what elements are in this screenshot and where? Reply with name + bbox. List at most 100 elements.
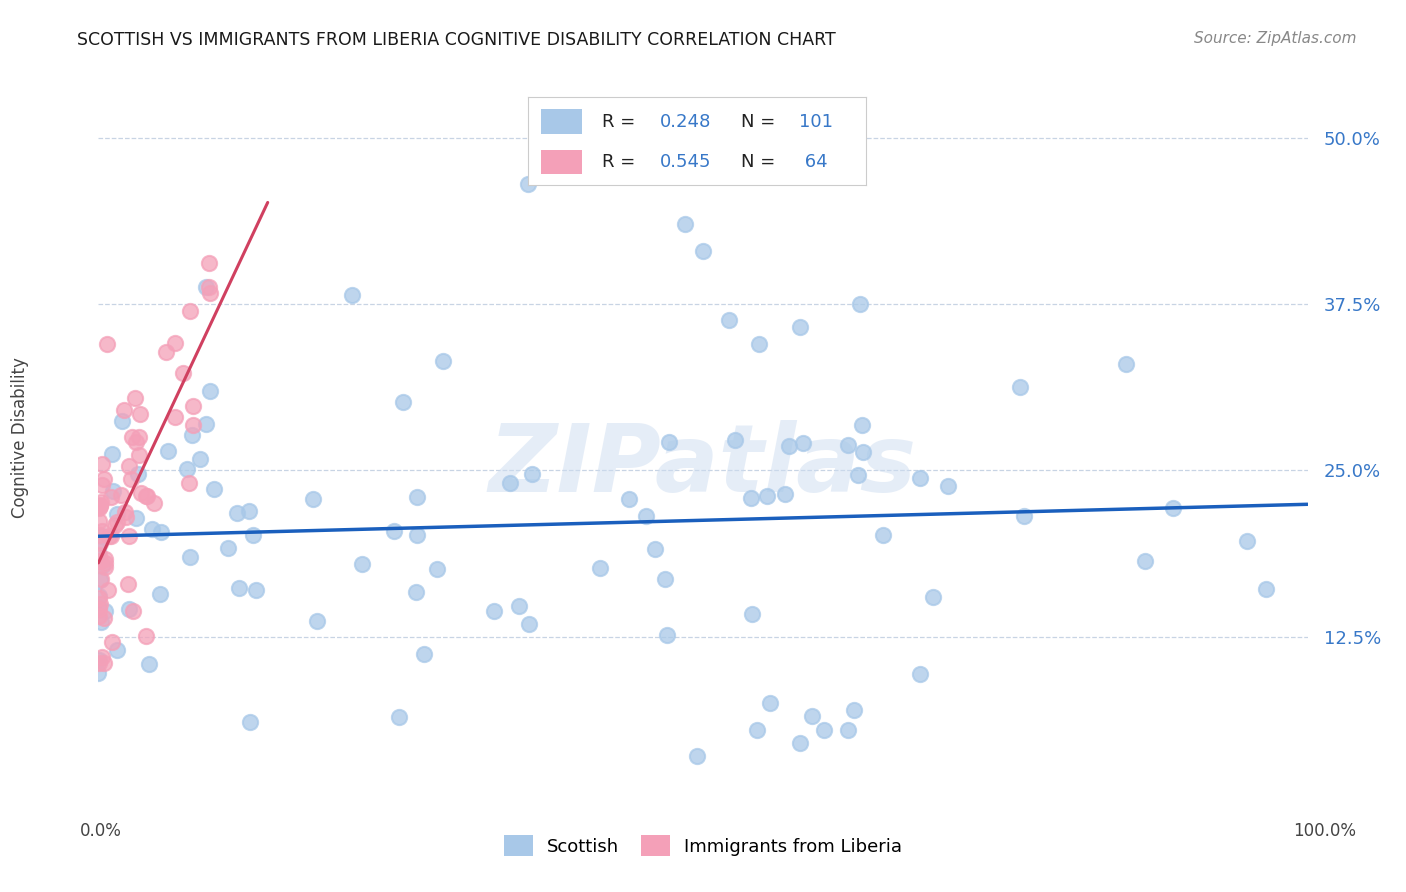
Point <box>94 552 117 566</box>
Point <box>789 736 811 750</box>
Point <box>90 615 112 629</box>
Point <box>91 478 114 492</box>
Point <box>844 703 866 717</box>
Point <box>112 403 135 417</box>
Point <box>655 627 678 641</box>
Point <box>163 409 186 424</box>
Point <box>179 304 201 318</box>
Point <box>198 280 221 294</box>
Point <box>686 749 709 764</box>
Point <box>111 414 134 428</box>
Point <box>202 482 225 496</box>
Point <box>654 572 676 586</box>
Point <box>741 607 763 621</box>
Point <box>936 479 959 493</box>
Point <box>115 510 138 524</box>
Point <box>87 665 110 680</box>
Point <box>91 524 114 538</box>
Point <box>89 554 111 568</box>
Point <box>91 558 114 573</box>
Point <box>105 516 128 530</box>
Point <box>301 492 323 507</box>
Point <box>89 536 111 550</box>
Point <box>118 528 141 542</box>
Point <box>90 495 112 509</box>
Point <box>406 490 429 504</box>
Point <box>198 384 221 398</box>
Point <box>658 435 681 450</box>
Point <box>432 354 454 368</box>
Point <box>188 451 211 466</box>
Point <box>100 491 122 505</box>
Point <box>89 500 111 514</box>
Point <box>100 447 122 461</box>
Point <box>87 656 110 670</box>
Point <box>747 723 769 737</box>
Point <box>756 489 779 503</box>
Point <box>516 178 538 192</box>
Point <box>105 643 128 657</box>
Point <box>128 448 150 462</box>
Point <box>872 528 894 542</box>
Point <box>748 336 770 351</box>
Point <box>849 297 872 311</box>
Text: Source: ZipAtlas.com: Source: ZipAtlas.com <box>1194 31 1357 46</box>
Point <box>157 443 180 458</box>
Point <box>813 723 835 737</box>
Point <box>388 710 411 724</box>
Point <box>517 616 540 631</box>
Point <box>89 573 111 587</box>
Point <box>405 585 427 599</box>
Point <box>89 528 111 542</box>
Point <box>89 598 111 612</box>
Point <box>121 430 143 444</box>
Point <box>91 529 114 543</box>
Point <box>96 337 118 351</box>
Point <box>392 395 415 409</box>
Point <box>89 499 111 513</box>
Point <box>118 458 141 473</box>
Point <box>114 506 136 520</box>
Point <box>181 427 204 442</box>
Point <box>226 506 249 520</box>
Point <box>90 573 112 587</box>
Point <box>87 608 110 623</box>
Point <box>129 407 152 421</box>
Legend: Scottish, Immigrants from Liberia: Scottish, Immigrants from Liberia <box>496 828 910 863</box>
Point <box>87 601 110 615</box>
Point <box>87 501 110 516</box>
Point <box>800 709 823 723</box>
Point <box>149 587 172 601</box>
Text: 100.0%: 100.0% <box>1294 822 1355 840</box>
Point <box>181 400 204 414</box>
Point <box>127 467 149 481</box>
Point <box>94 556 117 570</box>
Point <box>135 629 157 643</box>
Point <box>228 582 250 596</box>
Point <box>792 435 814 450</box>
Point <box>172 366 194 380</box>
Point <box>350 557 373 571</box>
Text: 0.0%: 0.0% <box>80 822 122 840</box>
Point <box>405 527 427 541</box>
Point <box>238 504 260 518</box>
Point <box>93 611 115 625</box>
Point <box>484 604 506 618</box>
Point <box>87 549 110 563</box>
Point <box>97 582 120 597</box>
Point <box>103 483 125 498</box>
Point <box>245 582 267 597</box>
Point <box>426 561 449 575</box>
Point <box>644 541 666 556</box>
Point <box>120 472 142 486</box>
Point <box>101 634 124 648</box>
Point <box>87 589 110 603</box>
Point <box>846 467 869 482</box>
Point <box>239 715 262 730</box>
Point <box>724 434 747 448</box>
Point <box>852 445 875 459</box>
Point <box>740 491 762 506</box>
Point <box>908 471 931 485</box>
Point <box>93 472 115 486</box>
Point <box>837 723 859 737</box>
